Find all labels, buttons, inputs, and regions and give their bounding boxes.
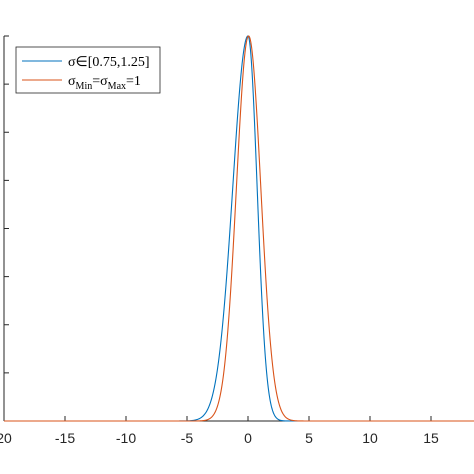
x-tick-label: -10	[116, 430, 136, 446]
x-tick-label: 10	[362, 430, 378, 446]
series-layer	[4, 35, 474, 422]
x-tick-label: -5	[181, 430, 194, 446]
x-tick-label: 20	[0, 430, 12, 446]
legend-box	[15, 46, 161, 94]
x-tick-label: 0	[244, 430, 252, 446]
legend: σ∈[0.75,1.25] σMin=σMax=1	[15, 46, 161, 94]
legend-label-series-2: σMin=σMax=1	[68, 74, 141, 92]
x-tick-label: -15	[55, 430, 75, 446]
x-tick-labels: 20 -15 -10 -5 0 5 10 15	[0, 430, 439, 446]
series-line-2	[4, 35, 474, 422]
series-line-1	[4, 35, 474, 422]
legend-label-series-1: σ∈[0.75,1.25]	[68, 55, 150, 70]
x-tick-label: 5	[305, 430, 313, 446]
x-tick-label: 15	[423, 430, 439, 446]
x-ticks	[3, 416, 432, 421]
y-ticks	[4, 35, 9, 374]
